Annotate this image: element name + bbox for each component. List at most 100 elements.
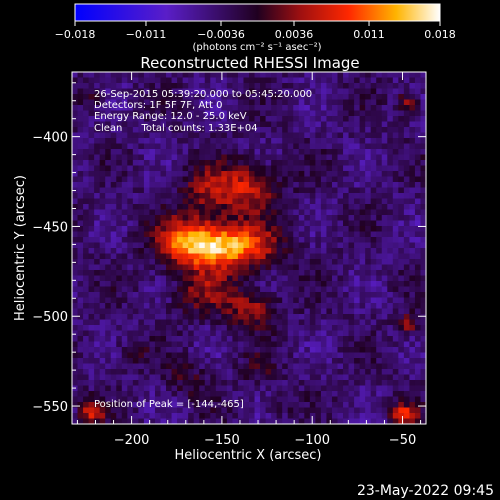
heatmap-cell bbox=[287, 110, 294, 117]
heatmap-cell bbox=[232, 358, 239, 364]
heatmap-cell bbox=[72, 110, 78, 117]
heatmap-cell bbox=[293, 385, 300, 392]
heatmap-cell bbox=[326, 319, 333, 326]
heatmap-cell bbox=[326, 385, 333, 392]
heatmap-cell bbox=[354, 242, 361, 249]
heatmap-cell bbox=[88, 319, 95, 326]
heatmap-cell bbox=[420, 231, 427, 238]
heatmap-cell bbox=[188, 385, 195, 392]
heatmap-cell bbox=[199, 391, 206, 397]
heatmap-cell bbox=[166, 231, 172, 238]
heatmap-cell bbox=[409, 127, 416, 133]
heatmap-cell bbox=[287, 94, 294, 100]
heatmap-cell bbox=[409, 121, 416, 128]
heatmap-cell bbox=[204, 226, 211, 232]
heatmap-cell bbox=[138, 341, 145, 348]
heatmap-cell bbox=[337, 154, 344, 161]
heatmap-cell bbox=[127, 259, 134, 265]
heatmap-cell bbox=[132, 347, 139, 353]
heatmap-cell bbox=[354, 303, 361, 309]
heatmap-cell bbox=[94, 358, 101, 364]
heatmap-cell bbox=[387, 264, 394, 271]
heatmap-cell bbox=[127, 193, 134, 199]
heatmap-cell bbox=[77, 105, 84, 111]
heatmap-cell bbox=[171, 231, 178, 238]
heatmap-cell bbox=[166, 121, 172, 128]
heatmap-cell bbox=[215, 165, 222, 172]
heatmap-cell bbox=[182, 413, 189, 419]
heatmap-cell bbox=[94, 308, 101, 315]
heatmap-cell bbox=[320, 132, 327, 139]
heatmap-cell bbox=[215, 143, 222, 150]
heatmap-cell bbox=[232, 259, 239, 265]
heatmap-cell bbox=[348, 176, 355, 183]
heatmap-cell bbox=[221, 121, 228, 128]
heatmap-cell bbox=[105, 308, 112, 315]
heatmap-cell bbox=[276, 325, 283, 331]
heatmap-cell bbox=[77, 149, 84, 155]
heatmap-cell bbox=[414, 396, 421, 403]
heatmap-cell bbox=[226, 396, 233, 403]
heatmap-cell bbox=[154, 248, 161, 254]
heatmap-cell bbox=[215, 198, 222, 205]
heatmap-cell bbox=[249, 319, 255, 326]
heatmap-cell bbox=[160, 88, 167, 95]
heatmap-cell bbox=[370, 319, 377, 326]
heatmap-cell bbox=[72, 330, 78, 337]
heatmap-cell bbox=[193, 149, 200, 155]
heatmap-cell bbox=[215, 314, 222, 320]
heatmap-cell bbox=[83, 94, 89, 100]
heatmap-cell bbox=[260, 88, 266, 95]
heatmap-cell bbox=[121, 132, 128, 139]
heatmap-cell bbox=[370, 341, 377, 348]
heatmap-cell bbox=[254, 275, 261, 282]
heatmap-cell bbox=[315, 160, 322, 166]
heatmap-cell bbox=[365, 330, 372, 337]
heatmap-cell bbox=[243, 215, 250, 221]
heatmap-cell bbox=[348, 182, 355, 188]
heatmap-cell bbox=[99, 275, 106, 282]
heatmap-cell bbox=[315, 325, 322, 331]
heatmap-cell bbox=[381, 215, 388, 221]
heatmap-cell bbox=[381, 385, 388, 392]
heatmap-cell bbox=[72, 138, 78, 144]
heatmap-cell bbox=[204, 231, 211, 238]
heatmap-cell bbox=[337, 116, 344, 122]
heatmap-cell bbox=[249, 264, 255, 271]
heatmap-cell bbox=[226, 407, 233, 414]
heatmap-cell bbox=[99, 154, 106, 161]
heatmap-cell bbox=[309, 275, 316, 282]
heatmap-cell bbox=[392, 187, 399, 194]
heatmap-cell bbox=[376, 77, 383, 84]
heatmap-cell bbox=[376, 154, 383, 161]
heatmap-cell bbox=[403, 374, 410, 381]
heatmap-cell bbox=[359, 99, 366, 106]
heatmap-cell bbox=[121, 314, 128, 320]
heatmap-cell bbox=[237, 72, 244, 78]
heatmap-cell bbox=[304, 352, 311, 359]
heatmap-cell bbox=[337, 143, 344, 150]
heatmap-cell bbox=[293, 182, 300, 188]
heatmap-cell bbox=[77, 209, 84, 216]
heatmap-cell bbox=[154, 402, 161, 408]
heatmap-cell bbox=[298, 198, 305, 205]
heatmap-cell bbox=[127, 374, 134, 381]
heatmap-cell bbox=[171, 264, 178, 271]
heatmap-cell bbox=[298, 116, 305, 122]
heatmap-cell bbox=[127, 99, 134, 106]
heatmap-cell bbox=[260, 286, 266, 293]
heatmap-cell bbox=[315, 303, 322, 309]
heatmap-cell bbox=[177, 77, 184, 84]
heatmap-cell bbox=[298, 347, 305, 353]
heatmap-cell bbox=[199, 385, 206, 392]
heatmap-cell bbox=[237, 99, 244, 106]
heatmap-cell bbox=[282, 358, 289, 364]
heatmap-cell bbox=[320, 193, 327, 199]
heatmap-cell bbox=[337, 363, 344, 370]
heatmap-cell bbox=[365, 160, 372, 166]
heatmap-cell bbox=[376, 182, 383, 188]
heatmap-cell bbox=[226, 325, 233, 331]
colorbar-tick-label: 0.0036 bbox=[275, 28, 314, 41]
heatmap-cell bbox=[210, 325, 217, 331]
heatmap-cell bbox=[414, 110, 421, 117]
